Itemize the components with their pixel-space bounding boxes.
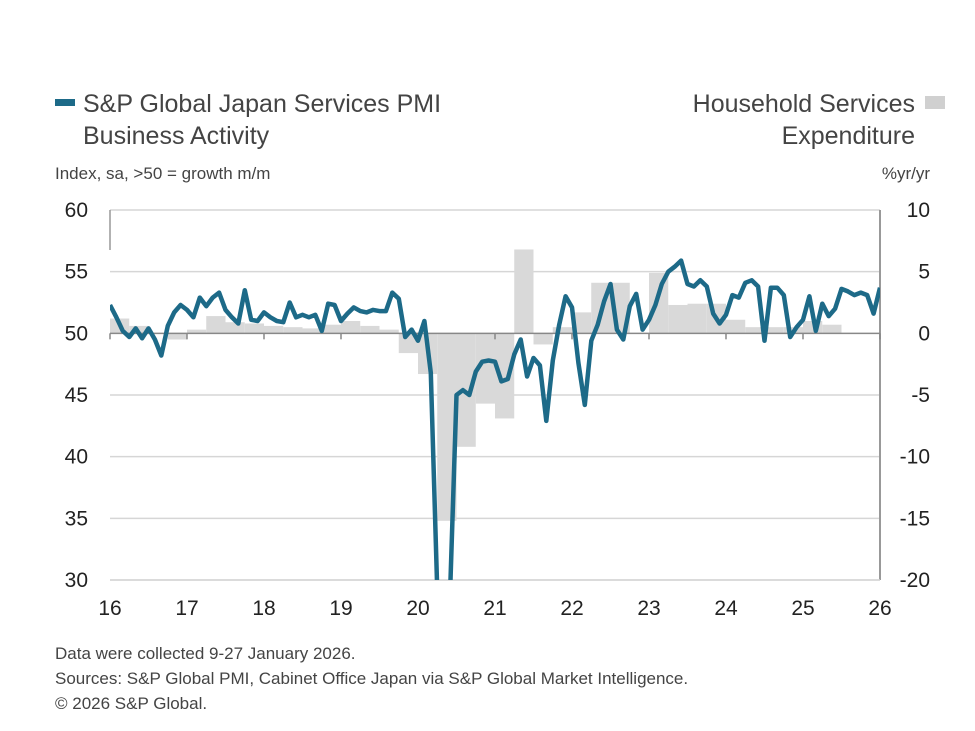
right-tick-label: 5 [918,261,930,284]
footer: Data were collected 9-27 January 2026. S… [55,641,688,716]
legend-line-label-2: Business Activity [83,122,270,150]
x-tick-label: 16 [98,597,121,620]
left-tick-label: 30 [65,569,88,592]
x-tick-label: 22 [560,597,583,620]
left-tick-label: 50 [65,322,88,345]
x-tick-label: 21 [483,597,506,620]
bar [552,327,572,334]
x-tick-label: 24 [714,597,738,620]
bar [649,272,669,334]
x-tick-label: 18 [252,597,275,620]
legend-bar-label-1: Household Services [692,90,915,118]
bar [687,303,707,334]
right-tick-label: -15 [900,507,930,530]
bar [495,333,515,419]
footer-copyright: © 2026 S&P Global. [55,694,208,713]
bar [321,324,341,334]
x-tick-label: 23 [637,597,660,620]
bar [244,323,264,334]
bar [437,333,457,521]
bar [572,312,592,334]
legend-line-label: S&P Global Japan Services PMI Business A… [83,88,441,152]
bar [668,304,688,334]
bar [206,316,226,334]
bar [302,328,322,334]
x-tick-label: 17 [175,597,198,620]
left-axis-label: Index, sa, >50 = growth m/m [55,164,271,183]
right-tick-label: 0 [918,322,930,345]
bar [225,322,245,334]
legend-bar-label-2: Expenditure [781,122,915,150]
left-tick-label: 45 [65,384,88,407]
legend-line-label-1: S&P Global Japan Services PMI [83,90,442,118]
pmi-line [110,258,880,580]
right-axis-label: %yr/yr [881,164,930,183]
bar [822,324,842,334]
x-tick-label: 19 [329,597,352,620]
bar [745,327,765,334]
x-tick-label: 26 [868,597,891,620]
bar [726,319,746,334]
left-tick-label: 55 [65,261,88,284]
bar [475,333,495,404]
right-tick-label: -20 [900,569,930,592]
legend-bar-marker [925,96,945,109]
left-tick-label: 40 [65,446,88,469]
left-tick-label: 60 [65,199,88,222]
bar [167,333,187,340]
footer-sources: Sources: S&P Global PMI, Cabinet Office … [55,669,689,688]
legend-bar-label: Household Services Expenditure [693,88,915,152]
bar [264,325,284,334]
x-tick-label: 25 [791,597,814,620]
bar [533,333,553,345]
bar [514,249,534,334]
bar [187,329,207,334]
right-tick-label: -5 [911,384,930,407]
bar [283,327,303,334]
bar [764,327,784,334]
left-tick-label: 35 [65,507,88,530]
bar [360,325,380,334]
bar [379,329,399,334]
bar [341,321,361,334]
legend-line-marker [55,99,75,106]
right-tick-label: -10 [900,446,930,469]
right-tick-label: 10 [907,199,930,222]
x-tick-label: 20 [406,597,429,620]
footer-collection-note: Data were collected 9-27 January 2026. [55,644,356,663]
